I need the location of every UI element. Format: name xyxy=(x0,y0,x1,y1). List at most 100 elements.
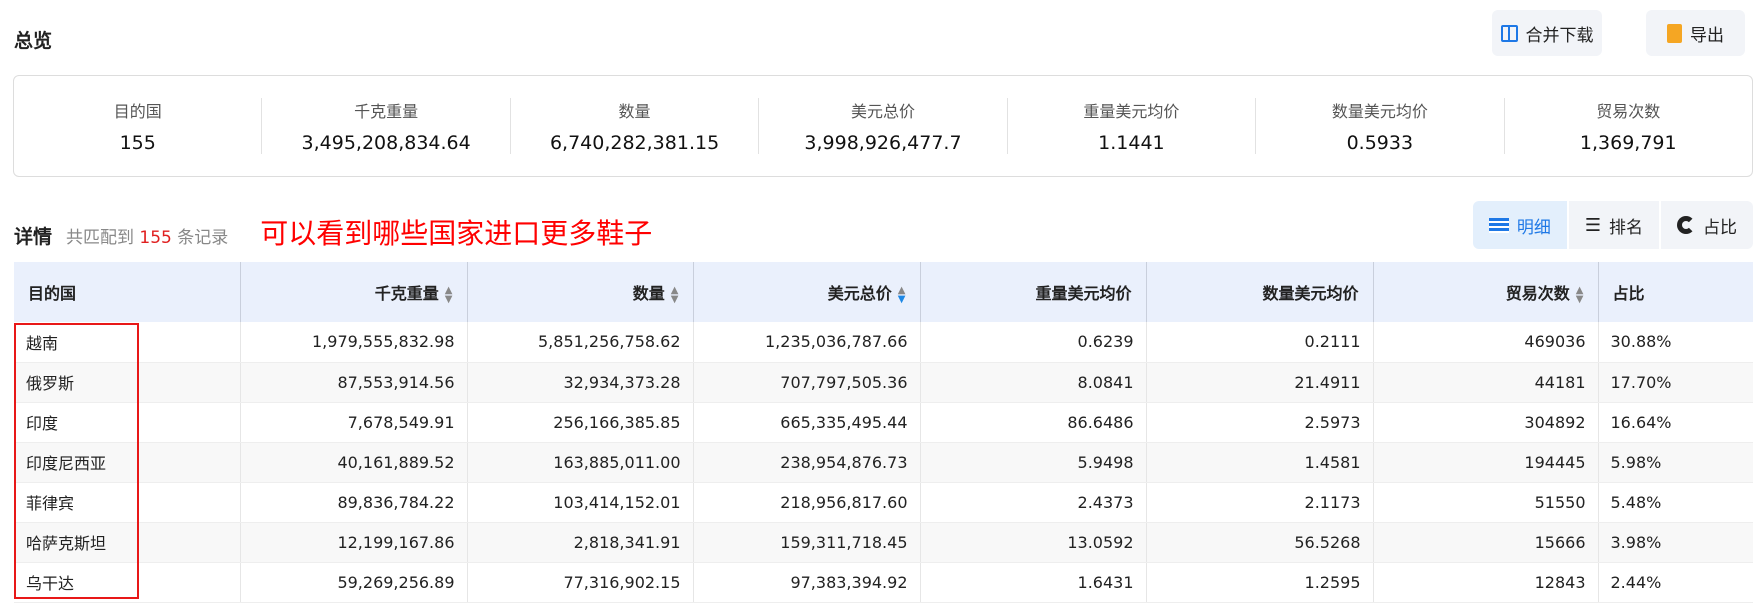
export-label: 导出 xyxy=(1690,25,1724,46)
table-icon xyxy=(1488,217,1509,233)
column-label: 贸易次数 xyxy=(1505,284,1570,303)
table-cell: 7,678,549.91 xyxy=(240,402,468,443)
table-cell: 469036 xyxy=(1373,322,1599,363)
view-switcher: 明细 ☰ 排名 占比 xyxy=(1472,201,1753,249)
table-cell: 13.0592 xyxy=(920,522,1147,563)
donut-chart-icon xyxy=(1677,216,1695,234)
table-cell: 256,166,385.85 xyxy=(467,402,694,443)
table-row[interactable]: 印度尼西亚 40,161,889.52 163,885,011.00 238,954,… xyxy=(14,442,1753,483)
view-detail-tab[interactable]: 明细 xyxy=(1472,201,1567,249)
column-header: 数量美元均价 xyxy=(1146,262,1374,322)
summary-stat: 数量 6,740,282,381.15 xyxy=(511,98,760,154)
summary-stat: 目的国 155 xyxy=(14,98,263,154)
summary-stat: 重量美元均价 1.1441 xyxy=(1008,98,1257,154)
table-cell: 3.98% xyxy=(1598,522,1753,563)
stat-value: 6,740,282,381.15 xyxy=(549,132,720,154)
column-header[interactable]: 贸易次数 ▲ ▼ xyxy=(1373,262,1599,322)
column-header: 目的国 xyxy=(14,262,241,322)
column-header[interactable]: 美元总价 ▲ ▼ xyxy=(693,262,921,322)
table-cell: 2.5973 xyxy=(1146,402,1374,443)
column-label: 数量美元均价 xyxy=(1262,284,1359,303)
view-rank-label: 排名 xyxy=(1609,217,1643,238)
count-prefix: 共匹配到 xyxy=(66,228,135,248)
table-cell: 59,269,256.89 xyxy=(240,562,468,603)
details-table: 目的国 千克重量 ▲ ▼ 数量 ▲ ▼ 美元总价 ▲ ▼ 重量美元均价 数量美元均价 贸易次数 ▲ ▼ 占比 … xyxy=(14,262,1753,603)
summary-stat: 贸易次数 1,369,791 xyxy=(1505,98,1752,154)
stat-value: 3,495,208,834.64 xyxy=(301,132,471,154)
stat-label: 美元总价 xyxy=(850,102,915,121)
table-cell: 17.70% xyxy=(1598,362,1753,403)
table-cell: 2.44% xyxy=(1598,562,1753,603)
table-cell: 印度尼西亚 xyxy=(14,442,241,483)
table-cell: 16.64% xyxy=(1598,402,1753,443)
table-cell: 97,383,394.92 xyxy=(693,562,921,603)
ranking-icon: ☰ xyxy=(1584,214,1601,236)
column-header: 重量美元均价 xyxy=(920,262,1147,322)
table-cell: 5.9498 xyxy=(920,442,1147,483)
table-cell: 哈萨克斯坦 xyxy=(14,522,241,563)
table-cell: 32,934,373.28 xyxy=(467,362,694,403)
sort-icon[interactable]: ▲ ▼ xyxy=(897,284,906,305)
stat-label: 数量美元均价 xyxy=(1331,102,1428,121)
view-share-label: 占比 xyxy=(1703,217,1737,238)
table-cell: 56.5268 xyxy=(1146,522,1374,563)
table-row[interactable]: 俄罗斯 87,553,914.56 32,934,373.28 707,797,505… xyxy=(14,362,1753,403)
table-cell: 103,414,152.01 xyxy=(467,482,694,523)
table-cell: 12843 xyxy=(1373,562,1599,603)
view-rank-tab[interactable]: ☰ 排名 xyxy=(1568,201,1659,249)
table-cell: 5.48% xyxy=(1598,482,1753,523)
count-value: 155 xyxy=(139,228,172,248)
table-cell: 218,956,817.60 xyxy=(693,482,921,523)
stat-label: 千克重量 xyxy=(354,102,419,121)
merge-icon xyxy=(1500,24,1518,42)
table-cell: 12,199,167.86 xyxy=(240,522,468,563)
table-cell: 163,885,011.00 xyxy=(467,442,694,483)
table-cell: 乌干达 xyxy=(14,562,241,603)
summary-stat: 数量美元均价 0.5933 xyxy=(1256,98,1505,154)
table-row[interactable]: 菲律宾 89,836,784.22 103,414,152.01 218,956,81… xyxy=(14,482,1753,523)
sort-icon[interactable]: ▲ ▼ xyxy=(444,284,453,305)
table-cell: 21.4911 xyxy=(1146,362,1374,403)
summary-stat: 千克重量 3,495,208,834.64 xyxy=(262,98,511,154)
table-row[interactable]: 印度 7,678,549.91 256,166,385.85 665,335,495.… xyxy=(14,402,1753,443)
table-cell: 0.6239 xyxy=(920,322,1147,363)
column-label: 美元总价 xyxy=(827,284,892,303)
table-cell: 77,316,902.15 xyxy=(467,562,694,603)
table-cell: 2.1173 xyxy=(1146,482,1374,523)
sort-icon[interactable]: ▲ ▼ xyxy=(1575,284,1584,305)
table-cell: 菲律宾 xyxy=(14,482,241,523)
column-header[interactable]: 数量 ▲ ▼ xyxy=(467,262,694,322)
column-label: 千克重量 xyxy=(374,284,439,303)
stat-label: 贸易次数 xyxy=(1596,102,1661,121)
column-label: 目的国 xyxy=(28,284,77,303)
table-cell: 44181 xyxy=(1373,362,1599,403)
table-cell: 印度 xyxy=(14,402,241,443)
table-cell: 1.4581 xyxy=(1146,442,1374,483)
export-icon xyxy=(1667,23,1682,43)
view-share-tab[interactable]: 占比 xyxy=(1661,201,1753,249)
table-cell: 40,161,889.52 xyxy=(240,442,468,483)
column-label: 占比 xyxy=(1612,284,1645,303)
column-label: 重量美元均价 xyxy=(1035,284,1132,303)
table-cell: 1,235,036,787.66 xyxy=(693,322,921,363)
table-cell: 1,979,555,832.98 xyxy=(240,322,468,363)
column-header[interactable]: 千克重量 ▲ ▼ xyxy=(240,262,468,322)
sort-icon[interactable]: ▲ ▼ xyxy=(670,284,679,305)
summary-panel: 目的国 155 千克重量 3,495,208,834.64 数量 6,740,282,38… xyxy=(13,75,1753,177)
table-cell: 2.4373 xyxy=(920,482,1147,523)
record-count: 共匹配到 155 条记录 xyxy=(66,223,228,248)
table-cell: 8.0841 xyxy=(920,362,1147,403)
table-cell: 0.2111 xyxy=(1146,322,1374,363)
details-header: 详情 共匹配到 155 条记录 可以看到哪些国家进口更多鞋子 xyxy=(14,212,652,252)
table-row[interactable]: 越南 1,979,555,832.98 5,851,256,758.62 1,235,… xyxy=(14,322,1753,363)
table-cell: 30.88% xyxy=(1598,322,1753,363)
table-row[interactable]: 乌干达 59,269,256.89 77,316,902.15 97,383,394.… xyxy=(14,562,1753,603)
merge-download-button[interactable]: 合并下载 xyxy=(1492,10,1602,56)
table-cell: 2,818,341.91 xyxy=(467,522,694,563)
table-cell: 86.6486 xyxy=(920,402,1147,443)
export-button[interactable]: 导出 xyxy=(1646,10,1745,56)
stat-label: 数量 xyxy=(618,102,651,121)
column-label: 数量 xyxy=(632,284,665,303)
table-row[interactable]: 哈萨克斯坦 12,199,167.86 2,818,341.91 159,311,71… xyxy=(14,522,1753,563)
page-title: 总览 xyxy=(14,30,53,52)
